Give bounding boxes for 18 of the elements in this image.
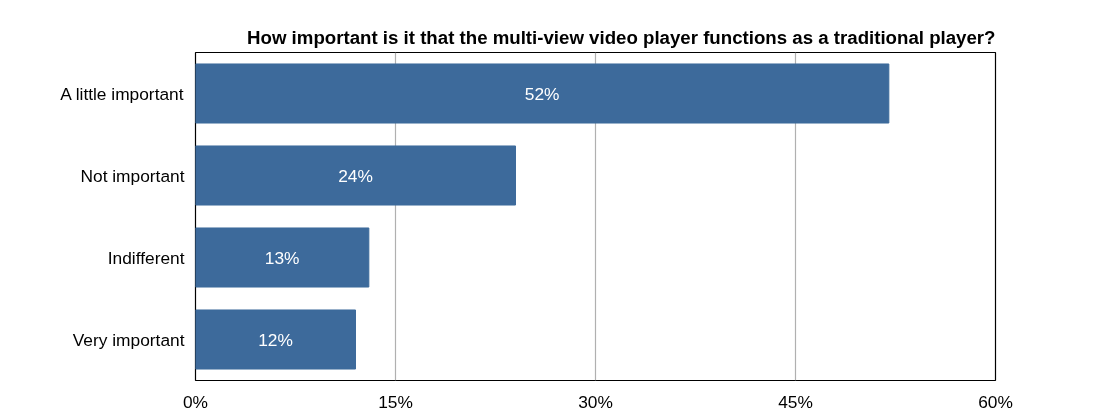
bar	[195, 309, 356, 370]
data-label: 24%	[338, 165, 373, 186]
y-tick-label: Very important	[72, 329, 185, 350]
x-tick-label: 60%	[978, 391, 1013, 412]
bar	[195, 145, 516, 206]
chart-title: How important is it that the multi-view video player functions as a traditional player?	[247, 26, 996, 48]
bar	[195, 227, 370, 288]
y-tick-label: Not important	[80, 165, 185, 186]
x-tick-label: 15%	[378, 391, 413, 412]
data-label: 12%	[258, 329, 293, 350]
data-label: 52%	[524, 83, 560, 104]
data-label: 13%	[264, 247, 300, 268]
bar	[195, 63, 890, 124]
x-tick-label: 0%	[182, 391, 209, 412]
y-tick-label: Indifferent	[107, 247, 185, 268]
x-tick-label: 45%	[778, 391, 813, 412]
y-tick-label: A little important	[60, 83, 184, 104]
x-tick-label: 30%	[578, 391, 613, 412]
